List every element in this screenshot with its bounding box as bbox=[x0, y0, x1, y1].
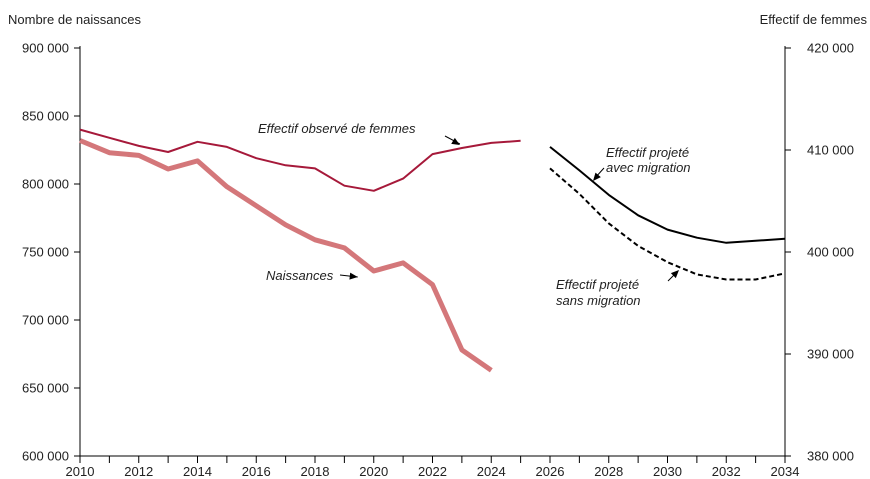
annotations: Effectif observé de femmes Naissances Effe… bbox=[258, 121, 691, 308]
series-layer bbox=[79, 128, 786, 373]
left-tick-label: 900 000 bbox=[22, 41, 69, 56]
annotation-arrow bbox=[670, 270, 679, 279]
projection-avec-migration-line bbox=[549, 146, 786, 244]
x-tick-label: 2012 bbox=[124, 464, 153, 479]
right-tick-label: 380 000 bbox=[807, 449, 854, 464]
annotation-effectif-observe: Effectif observé de femmes bbox=[258, 121, 416, 136]
left-tick-label: 650 000 bbox=[22, 381, 69, 396]
x-tick-label: 2026 bbox=[536, 464, 565, 479]
left-tick-label: 800 000 bbox=[22, 177, 69, 192]
x-tick-label: 2024 bbox=[477, 464, 506, 479]
x-tick-label: 2030 bbox=[653, 464, 682, 479]
x-tick-label: 2022 bbox=[418, 464, 447, 479]
annotation-arrow bbox=[349, 272, 358, 280]
axes: 600 000 650 000 700 000 750 000 800 000 850 0… bbox=[22, 41, 854, 479]
annotation-sans-migration-l2: sans migration bbox=[556, 293, 641, 308]
left-tick-label: 600 000 bbox=[22, 449, 69, 464]
left-tick-label: 750 000 bbox=[22, 245, 69, 260]
x-tick-label: 2034 bbox=[771, 464, 800, 479]
annotation-avec-migration-l1: Effectif projeté bbox=[606, 145, 689, 160]
x-tick-label: 2010 bbox=[66, 464, 95, 479]
annotation-sans-migration-l1: Effectif projeté bbox=[556, 277, 639, 292]
right-tick-label: 410 000 bbox=[807, 143, 854, 158]
right-tick-label: 390 000 bbox=[807, 347, 854, 362]
projection-sans-migration-line bbox=[549, 167, 786, 281]
left-axis-title: Nombre de naissances bbox=[8, 12, 141, 27]
femmes-observees-line bbox=[79, 128, 521, 192]
right-axis-title: Effectif de femmes bbox=[760, 12, 868, 27]
x-tick-label: 2014 bbox=[183, 464, 212, 479]
annotation-arrow bbox=[451, 137, 460, 145]
left-tick-label: 850 000 bbox=[22, 109, 69, 124]
x-tick-label: 2032 bbox=[712, 464, 741, 479]
right-tick-label: 420 000 bbox=[807, 41, 854, 56]
x-tick-label: 2020 bbox=[359, 464, 388, 479]
x-tick-label: 2018 bbox=[301, 464, 330, 479]
annotation-avec-migration-l2: avec migration bbox=[606, 160, 691, 175]
x-tick-label: 2028 bbox=[594, 464, 623, 479]
annotation-naissances: Naissances bbox=[266, 268, 334, 283]
left-tick-label: 700 000 bbox=[22, 313, 69, 328]
annotation-arrow bbox=[593, 172, 601, 181]
right-tick-label: 400 000 bbox=[807, 245, 854, 260]
x-tick-label: 2016 bbox=[242, 464, 271, 479]
naissances-line bbox=[79, 138, 493, 373]
